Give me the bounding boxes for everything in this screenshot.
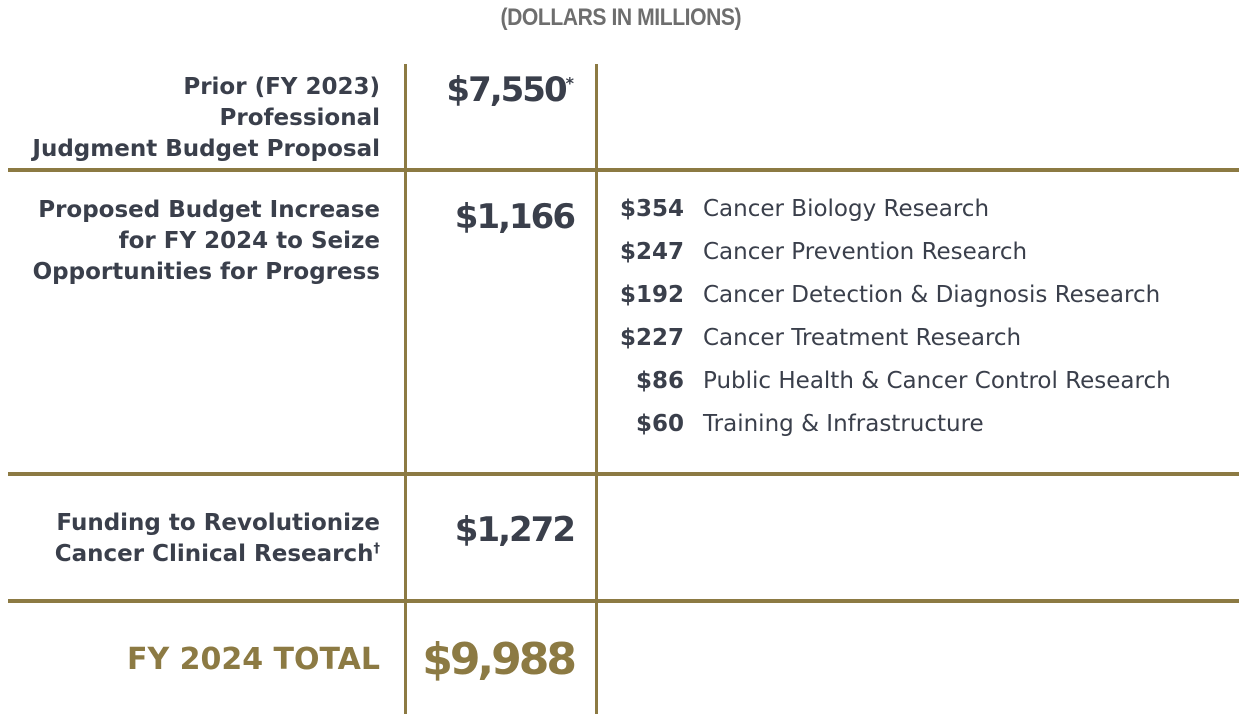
breakdown-value: $192: [619, 282, 684, 308]
breakdown-name: Training & Infrastructure: [703, 411, 984, 437]
row-divider-1: [8, 168, 1239, 172]
prior-budget-footnote-mark: *: [565, 73, 574, 93]
prior-budget-amount-value: $7,550: [446, 70, 567, 110]
list-item: $354 Cancer Biology Research: [604, 196, 1224, 239]
list-item: $227 Cancer Treatment Research: [604, 325, 1224, 368]
clinical-funding-label: Funding to Revolutionize Cancer Clinical…: [20, 508, 380, 570]
breakdown-value: $227: [619, 325, 684, 351]
row-divider-2: [8, 472, 1239, 476]
list-item: $247 Cancer Prevention Research: [604, 239, 1224, 282]
increase-label-line1: Proposed Budget Increase: [38, 197, 380, 223]
column-divider-left: [404, 64, 407, 714]
total-label: FY 2024 TOTAL: [20, 642, 380, 678]
total-amount-value: $9,988: [422, 634, 577, 685]
clinical-funding-footnote-mark: †: [373, 541, 381, 557]
row-divider-3: [8, 599, 1239, 603]
breakdown-name: Public Health & Cancer Control Research: [703, 368, 1171, 394]
prior-budget-label-line2: Judgment Budget Proposal: [32, 136, 380, 162]
breakdown-value: $60: [635, 411, 684, 437]
list-item: $192 Cancer Detection & Diagnosis Resear…: [604, 282, 1224, 325]
list-item: $60 Training & Infrastructure: [604, 411, 1224, 454]
breakdown-name: Cancer Biology Research: [703, 196, 990, 222]
prior-budget-amount: $7,550*: [410, 70, 574, 110]
clinical-funding-label-line2: Cancer Clinical Research: [54, 541, 374, 567]
list-item: $86 Public Health & Cancer Control Resea…: [604, 368, 1224, 411]
breakdown-value: $247: [619, 239, 684, 265]
increase-label-line2: for FY 2024 to Seize: [118, 228, 380, 254]
column-divider-right: [595, 64, 598, 714]
increase-amount: $1,166: [410, 197, 576, 237]
clinical-funding-amount-value: $1,272: [454, 510, 576, 550]
increase-label-line3: Opportunities for Progress: [32, 259, 380, 285]
increase-amount-value: $1,166: [454, 197, 576, 237]
breakdown-value: $354: [619, 196, 684, 222]
breakdown-name: Cancer Detection & Diagnosis Research: [703, 282, 1161, 308]
table-caption: (DOLLARS IN MILLIONS): [500, 4, 742, 31]
increase-label: Proposed Budget Increase for FY 2024 to …: [20, 195, 380, 288]
breakdown-name: Cancer Prevention Research: [703, 239, 1028, 265]
breakdown-value: $86: [635, 368, 684, 394]
total-label-text: FY 2024 TOTAL: [126, 642, 380, 677]
breakdown-name: Cancer Treatment Research: [703, 325, 1022, 351]
clinical-funding-amount: $1,272: [410, 510, 576, 550]
increase-breakdown-list: $354 Cancer Biology Research $247 Cancer…: [604, 196, 1224, 454]
prior-budget-label: Prior (FY 2023) Professional Judgment Bu…: [20, 72, 380, 165]
total-amount: $9,988: [410, 634, 577, 685]
prior-budget-label-line1: Prior (FY 2023) Professional: [183, 74, 380, 131]
clinical-funding-label-line1: Funding to Revolutionize: [56, 510, 380, 536]
